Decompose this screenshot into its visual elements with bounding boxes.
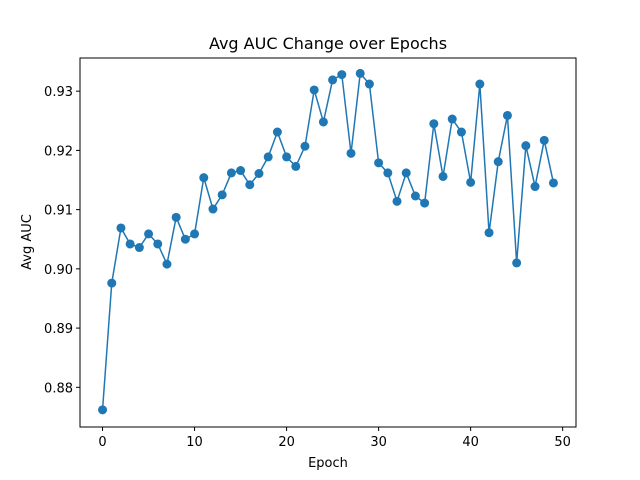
data-point bbox=[199, 173, 209, 183]
y-axis-ticks: 0.88 0.89 0.90 0.91 0.92 0.93 bbox=[44, 85, 80, 396]
data-point bbox=[98, 405, 108, 415]
data-point bbox=[134, 243, 144, 253]
data-point bbox=[318, 117, 328, 127]
data-point bbox=[355, 68, 365, 78]
data-point bbox=[346, 148, 356, 158]
data-point bbox=[502, 110, 512, 120]
data-point bbox=[337, 70, 347, 80]
data-point bbox=[300, 141, 310, 151]
y-tick-label: 0.93 bbox=[44, 85, 73, 100]
y-tick-label: 0.88 bbox=[44, 381, 73, 396]
data-point bbox=[226, 168, 236, 178]
y-tick-label: 0.90 bbox=[44, 263, 73, 278]
data-point bbox=[208, 204, 218, 214]
data-point bbox=[190, 229, 200, 239]
data-point bbox=[116, 223, 126, 233]
data-point bbox=[107, 278, 117, 288]
y-axis-label: Avg AUC bbox=[20, 214, 35, 270]
data-point bbox=[484, 228, 494, 238]
data-point bbox=[180, 234, 190, 244]
data-point bbox=[263, 152, 273, 162]
x-tick-label: 20 bbox=[278, 435, 295, 450]
x-axis-label: Epoch bbox=[308, 456, 348, 471]
series-layer bbox=[98, 68, 558, 415]
x-tick-label: 30 bbox=[370, 435, 387, 450]
data-point bbox=[447, 114, 457, 124]
data-point bbox=[282, 152, 292, 162]
y-tick-label: 0.92 bbox=[44, 144, 73, 159]
data-point bbox=[383, 168, 393, 178]
data-point bbox=[438, 171, 448, 181]
x-tick-label: 40 bbox=[462, 435, 479, 450]
chart-title: Avg AUC Change over Epochs bbox=[209, 34, 447, 53]
data-point bbox=[410, 191, 420, 201]
data-point bbox=[512, 258, 522, 268]
data-point bbox=[153, 239, 163, 249]
data-point bbox=[254, 169, 264, 178]
data-point bbox=[272, 127, 282, 137]
data-point bbox=[374, 158, 384, 168]
plot-frame bbox=[79, 57, 577, 428]
plot-area bbox=[80, 58, 576, 427]
x-tick-label: 50 bbox=[554, 435, 571, 450]
data-point bbox=[309, 85, 319, 95]
data-point bbox=[539, 135, 549, 145]
data-point bbox=[144, 229, 154, 239]
data-point bbox=[420, 198, 430, 208]
data-point bbox=[401, 168, 411, 178]
data-point bbox=[530, 182, 540, 192]
y-tick-label: 0.89 bbox=[44, 322, 73, 337]
data-point bbox=[493, 157, 503, 167]
data-point bbox=[245, 180, 255, 190]
data-point bbox=[475, 79, 485, 89]
data-point bbox=[456, 127, 466, 137]
data-point bbox=[217, 190, 227, 200]
data-point bbox=[521, 141, 531, 151]
data-point bbox=[328, 75, 338, 85]
data-point bbox=[171, 212, 181, 222]
data-point bbox=[364, 79, 374, 89]
x-tick-label: 10 bbox=[186, 435, 203, 450]
data-point bbox=[125, 239, 135, 249]
data-point bbox=[236, 166, 246, 176]
data-point bbox=[466, 177, 476, 187]
x-tick-label: 0 bbox=[98, 435, 106, 450]
y-tick-label: 0.91 bbox=[44, 204, 73, 219]
data-point bbox=[392, 196, 402, 206]
data-point bbox=[291, 161, 301, 171]
data-point bbox=[429, 119, 439, 129]
x-axis-ticks: 0 10 20 30 40 50 bbox=[98, 427, 571, 450]
data-point bbox=[548, 178, 558, 188]
data-point bbox=[162, 259, 172, 269]
